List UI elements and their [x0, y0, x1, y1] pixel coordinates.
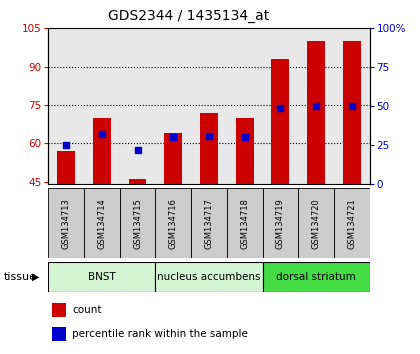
Point: [134, 147, 141, 153]
Text: GSM134716: GSM134716: [169, 198, 178, 249]
Bar: [57, 151, 75, 184]
Bar: [262, 188, 298, 258]
Bar: [84, 188, 120, 258]
Point: [241, 135, 248, 140]
Bar: [298, 188, 334, 258]
Bar: [93, 118, 111, 184]
Bar: [155, 188, 191, 258]
Bar: [227, 188, 262, 258]
Bar: [164, 133, 182, 184]
Bar: [262, 262, 370, 292]
Point: [170, 135, 177, 140]
Bar: [48, 262, 155, 292]
Bar: [120, 188, 155, 258]
Bar: [155, 262, 262, 292]
Point: [349, 103, 355, 109]
Bar: [343, 41, 361, 184]
Text: GSM134721: GSM134721: [347, 198, 356, 249]
Text: GSM134715: GSM134715: [133, 198, 142, 249]
Text: GSM134718: GSM134718: [240, 198, 249, 249]
Text: GSM134713: GSM134713: [62, 198, 71, 249]
Point: [312, 103, 319, 109]
Point: [63, 142, 70, 148]
Bar: [236, 118, 254, 184]
Text: count: count: [72, 305, 102, 315]
Text: BNST: BNST: [88, 272, 116, 282]
Point: [277, 105, 284, 110]
Text: nucleus accumbens: nucleus accumbens: [157, 272, 261, 282]
Bar: [307, 41, 325, 184]
Bar: [48, 188, 84, 258]
Bar: [271, 59, 289, 184]
Text: GSM134720: GSM134720: [312, 198, 320, 249]
Text: GSM134717: GSM134717: [205, 198, 213, 249]
Point: [98, 131, 105, 137]
Text: GSM134719: GSM134719: [276, 198, 285, 249]
Text: ▶: ▶: [32, 272, 39, 282]
Bar: [200, 113, 218, 184]
Point: [206, 133, 212, 139]
Bar: [334, 188, 370, 258]
Bar: [129, 179, 147, 184]
Text: GDS2344 / 1435134_at: GDS2344 / 1435134_at: [108, 9, 270, 23]
Bar: [52, 303, 66, 317]
Text: GSM134714: GSM134714: [97, 198, 106, 249]
Text: dorsal striatum: dorsal striatum: [276, 272, 356, 282]
Text: percentile rank within the sample: percentile rank within the sample: [72, 329, 248, 339]
Bar: [52, 327, 66, 341]
Text: tissue: tissue: [4, 272, 37, 282]
Bar: [191, 188, 227, 258]
